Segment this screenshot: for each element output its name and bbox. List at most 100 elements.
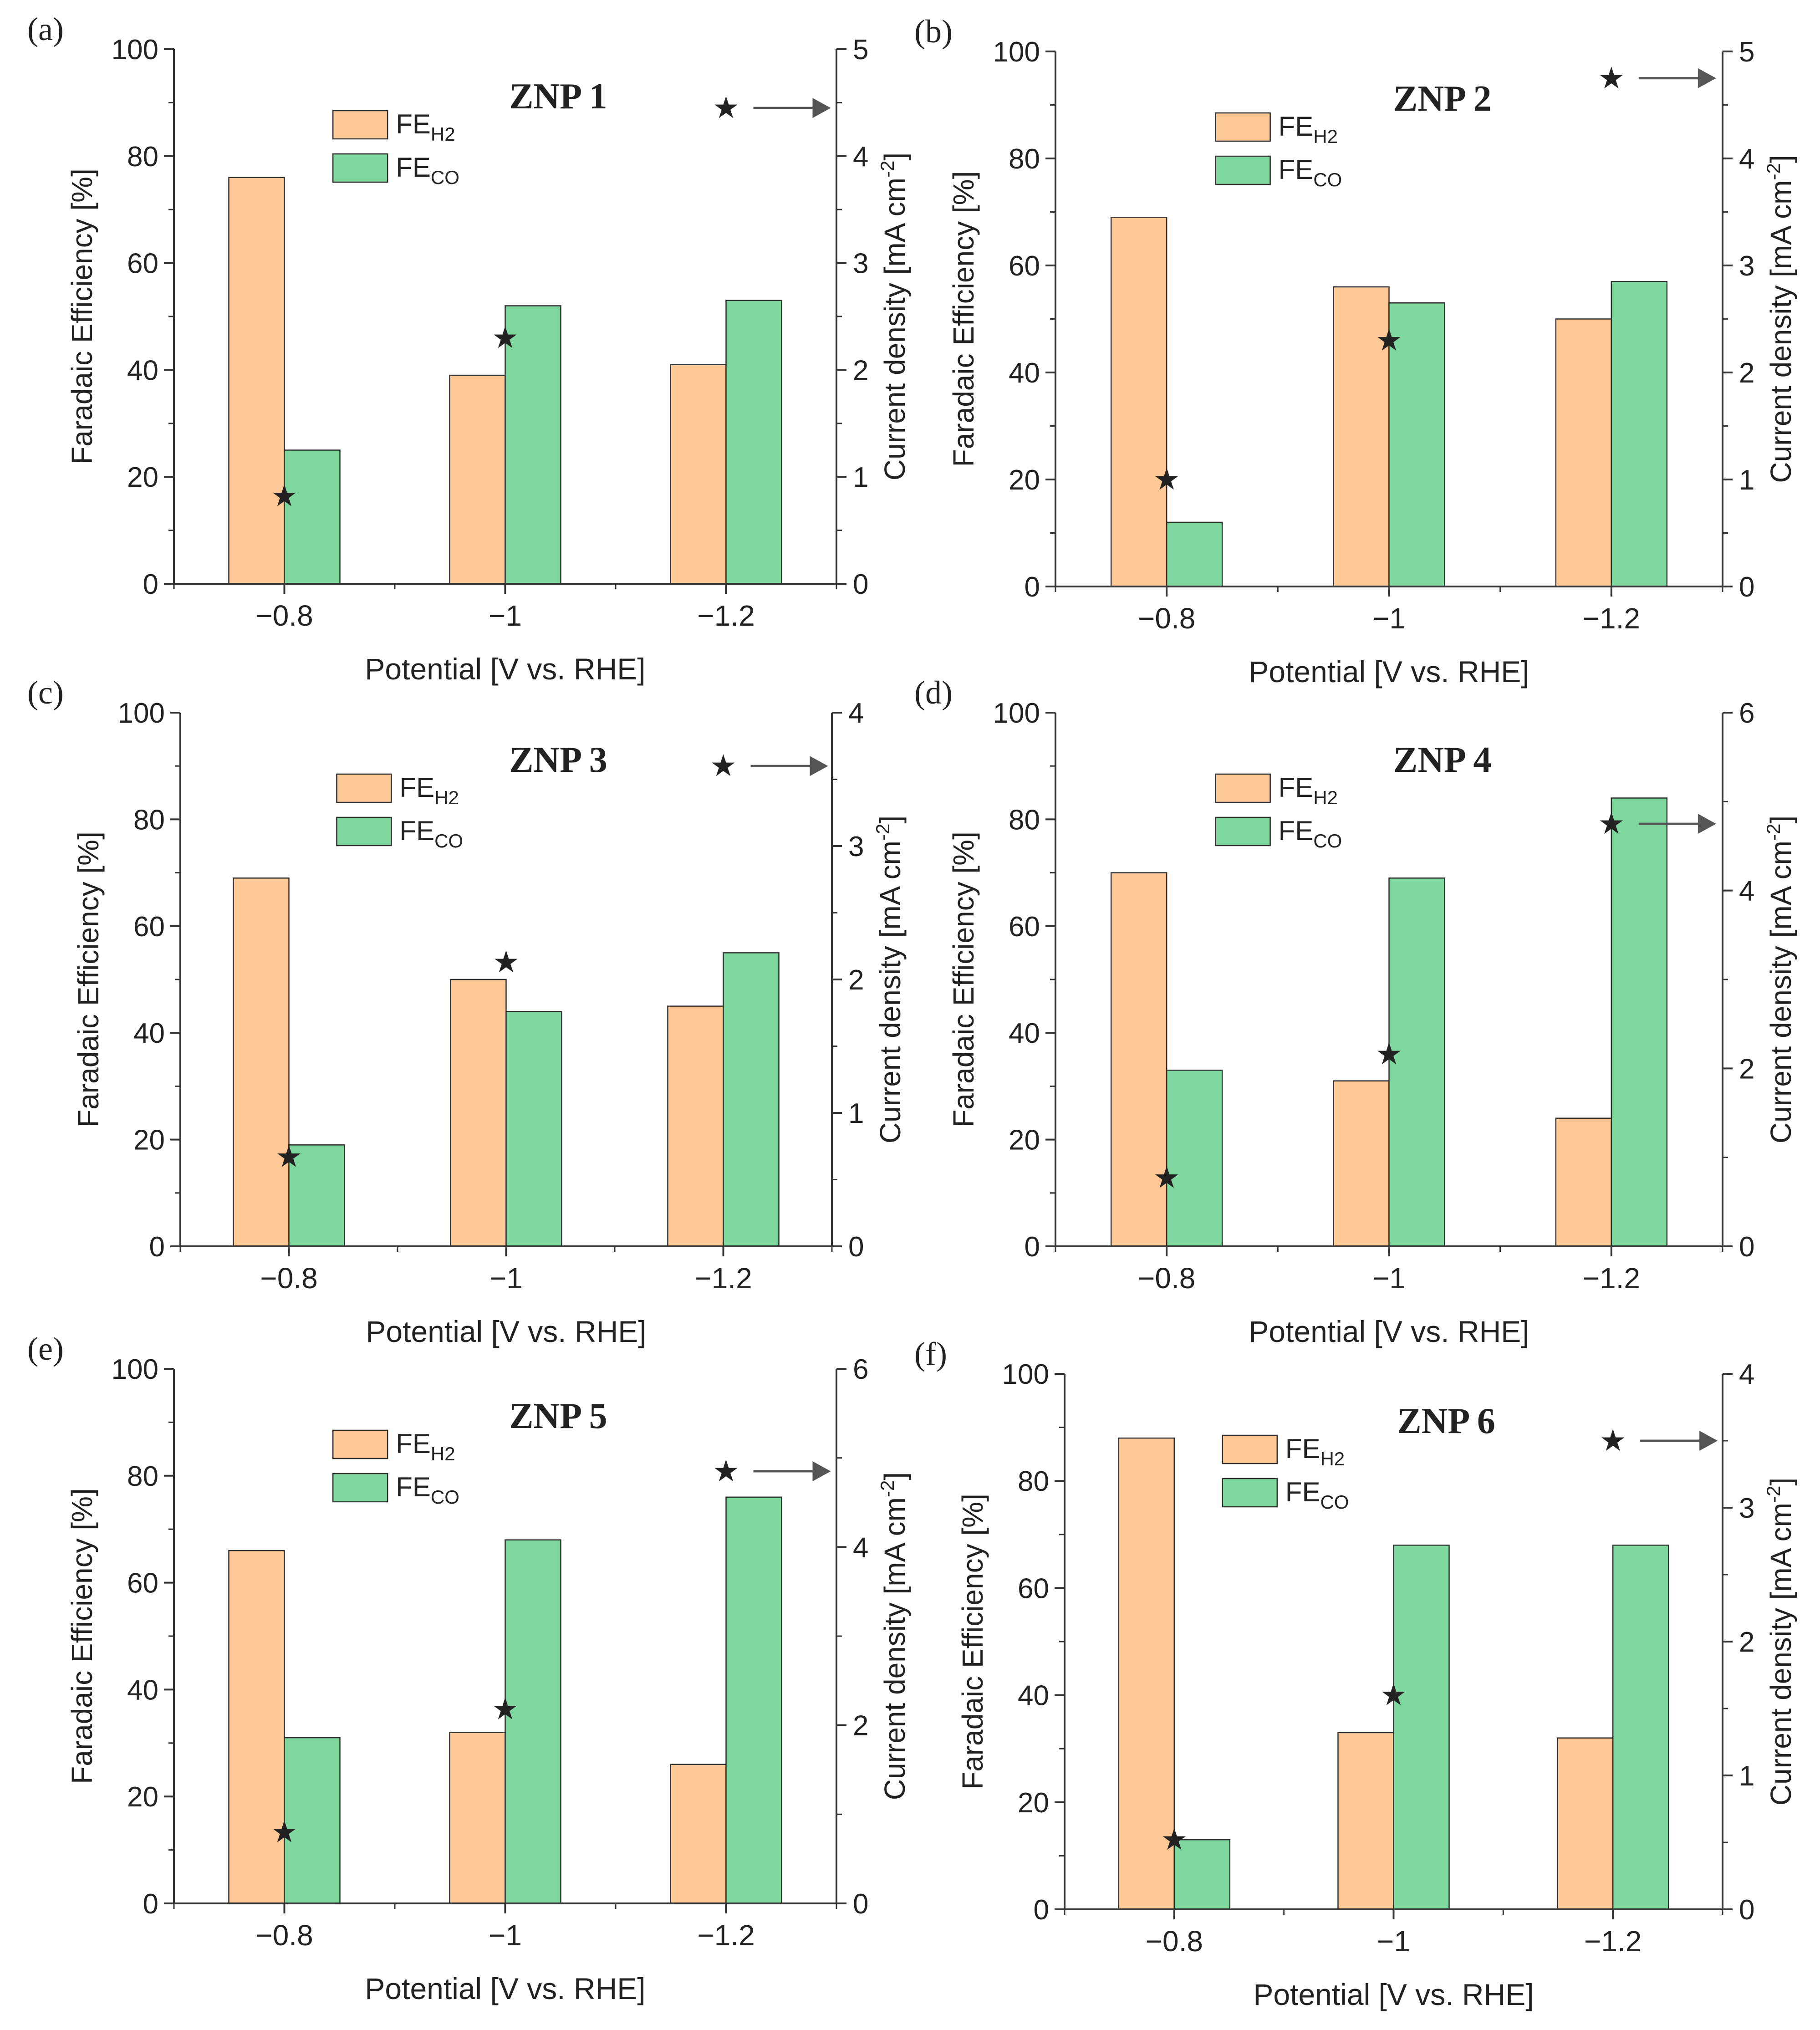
bar-fe-co (284, 1737, 341, 1904)
y-axis-label-right-sup: -2 (877, 1480, 898, 1497)
y-axis-label-right-close: ] (1764, 155, 1797, 163)
panel-letter: (c) (27, 674, 64, 711)
y-tick-label-right: 4 (1739, 143, 1754, 175)
legend-subscript: CO (1313, 169, 1342, 190)
y-tick-label-left: 60 (133, 911, 165, 943)
legend-item-fe-co-label: FECO (396, 1472, 459, 1508)
chart-panel-1: 0 20 40 60 80 100 0 1 2 3 4 5 −0.8 −1 −1.2 Potential [V… (27, 11, 911, 686)
y-tick-label-left: 0 (1025, 1231, 1040, 1263)
y-axis-label-right-close: ] (878, 153, 911, 161)
y-tick-label-right: 1 (848, 1098, 864, 1129)
current-density-star: ★ (271, 479, 298, 512)
legend-fe-text: FE (1279, 111, 1314, 142)
y-tick-label-left: 20 (127, 1781, 158, 1813)
y-tick-label-left: 40 (127, 1674, 158, 1706)
current-density-star: ★ (493, 945, 520, 979)
bar-fe-h2 (1555, 318, 1612, 587)
bar-fe-co (1611, 281, 1668, 587)
legend-item-fe-co-swatch (1222, 1478, 1278, 1508)
panel-letter: (a) (27, 11, 64, 47)
bar-fe-h2 (670, 1764, 727, 1904)
bar-fe-h2 (1110, 872, 1167, 1247)
legend-item-fe-co-label: FECO (1279, 154, 1342, 190)
x-tick-label: −1 (1372, 1262, 1406, 1295)
y-tick-label-left: 20 (133, 1125, 165, 1156)
y-axis-label-right-sup: -2 (872, 824, 893, 841)
bar-fe-co (1612, 1545, 1669, 1910)
x-tick-label: −1.2 (1583, 1262, 1640, 1295)
legend-fe-text: FE (396, 1472, 431, 1502)
current-density-star: ★ (1153, 1161, 1180, 1194)
y-tick-label-right: 2 (853, 355, 868, 386)
y-tick-label-right: 2 (1739, 1053, 1754, 1085)
legend-item-fe-co-label: FECO (1285, 1477, 1349, 1513)
current-density-star: ★ (1153, 462, 1180, 496)
legend-subscript: H2 (1313, 787, 1338, 808)
y-tick-label-left: 60 (1009, 911, 1040, 943)
x-tick-label: −0.8 (1138, 1262, 1195, 1295)
x-axis-label: Potential [V vs. RHE] (365, 652, 645, 686)
legend-item-fe-h2-label: FEH2 (1279, 111, 1338, 147)
y-axis-label-left: Faradaic Efficiency [%] (956, 1494, 989, 1790)
y-tick-label-right: 2 (848, 964, 864, 996)
y-axis-label-left: Faradaic Efficiency [%] (72, 831, 105, 1127)
legend-subscript: CO (431, 1486, 459, 1508)
right-axis-arrow-icon (1698, 68, 1716, 88)
legend-subscript: CO (1313, 830, 1342, 852)
legend-item-fe-co-label: FECO (396, 152, 459, 188)
current-density-star: ★ (713, 91, 739, 124)
legend-subscript: H2 (1313, 126, 1338, 147)
y-tick-label-right: 4 (1739, 876, 1754, 907)
x-tick-label: −1.2 (697, 1919, 755, 1952)
y-tick-label-left: 100 (993, 36, 1040, 68)
y-axis-label-right: Current density [mA cm-2] (877, 153, 911, 480)
y-tick-label-left: 40 (133, 1018, 165, 1049)
y-axis-label-left: Faradaic Efficiency [%] (947, 171, 980, 467)
legend-fe-text: FE (399, 772, 434, 803)
chart-title: ZNP 6 (1397, 1401, 1495, 1441)
current-density-star: ★ (492, 1692, 519, 1725)
legend-item-fe-h2-swatch (1222, 1434, 1278, 1464)
y-tick-label-left: 40 (127, 355, 158, 386)
y-tick-label-right: 1 (1739, 464, 1754, 496)
bar-fe-h2 (667, 1005, 724, 1247)
x-tick-label: −1 (489, 1919, 522, 1952)
legend-item-fe-co-swatch (1215, 816, 1271, 847)
y-tick-label-left: 60 (1018, 1573, 1049, 1604)
y-tick-label-right: 1 (853, 462, 868, 493)
legend-fe-text: FE (1285, 1477, 1320, 1507)
x-tick-label: −1 (1377, 1925, 1410, 1958)
bar-fe-co (505, 305, 561, 585)
legend-item-fe-h2-label: FEH2 (1285, 1433, 1345, 1469)
bar-fe-co (284, 449, 341, 585)
y-tick-label-left: 60 (1009, 250, 1040, 282)
bar-fe-h2 (1337, 1732, 1394, 1910)
legend-fe-text: FE (396, 152, 431, 183)
bar-fe-co (505, 1539, 561, 1904)
x-axis-label: Potential [V vs. RHE] (1249, 655, 1529, 689)
chart-panel-2: 0 20 40 60 80 100 0 1 2 3 4 5 −0.8 −1 −1.2 Potential [V… (914, 13, 1797, 689)
y-tick-label-left: 100 (993, 698, 1040, 729)
legend-item-fe-h2-swatch (336, 773, 392, 803)
y-tick-label-right: 5 (1739, 36, 1754, 68)
legend-item-fe-co-swatch (1215, 155, 1271, 185)
x-axis-label: Potential [V vs. RHE] (1249, 1315, 1529, 1348)
y-axis-label-right-sup: -2 (1763, 1486, 1784, 1503)
bar-fe-h2 (228, 1550, 285, 1904)
y-axis-label-right-close: ] (874, 816, 907, 824)
legend-fe-text: FE (1285, 1433, 1320, 1464)
current-density-star: ★ (1598, 806, 1625, 840)
y-tick-label-right: 6 (853, 1354, 868, 1385)
current-density-star: ★ (1376, 1037, 1402, 1071)
bar-fe-co (1166, 521, 1223, 587)
legend-item-fe-co-swatch (332, 1473, 388, 1503)
bar-fe-co (1173, 1839, 1231, 1910)
legend-item-fe-co-swatch (332, 153, 388, 183)
y-axis-label-right: Current density [mA cm-2] (1763, 155, 1797, 483)
legend-item-fe-h2-label: FEH2 (399, 772, 459, 808)
y-axis-label-right-sup: -2 (877, 161, 898, 178)
current-density-star: ★ (275, 1140, 302, 1173)
panel-letter: (d) (914, 674, 953, 711)
y-tick-label-right: 3 (853, 248, 868, 280)
x-axis-label: Potential [V vs. RHE] (1253, 1978, 1534, 2011)
